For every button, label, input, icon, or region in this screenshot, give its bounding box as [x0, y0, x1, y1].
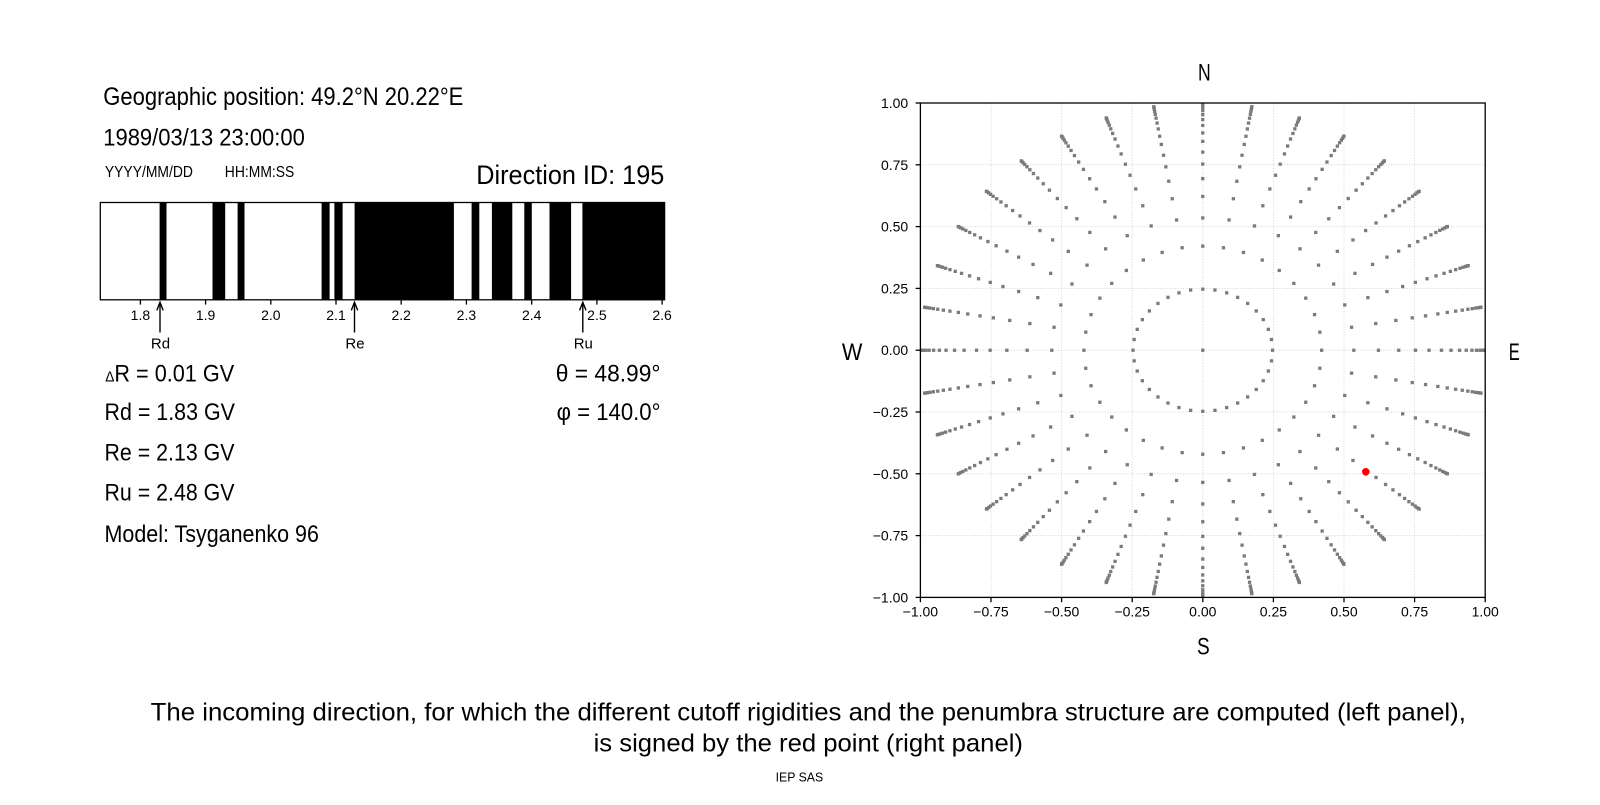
svg-text:−0.25: −0.25 — [1114, 604, 1150, 620]
svg-text:−0.75: −0.75 — [973, 604, 1009, 620]
svg-text:E: E — [1509, 339, 1520, 366]
svg-text:2.6: 2.6 — [652, 307, 672, 323]
svg-text:2.4: 2.4 — [522, 307, 542, 323]
svg-text:1.00: 1.00 — [881, 95, 908, 111]
svg-text:YYYY/MM/DD: YYYY/MM/DD — [105, 164, 193, 181]
svg-text:2.2: 2.2 — [391, 307, 411, 323]
svg-text:φ = 140.0°: φ = 140.0° — [557, 400, 661, 426]
svg-text:2.0: 2.0 — [261, 307, 281, 323]
svg-text:0.50: 0.50 — [881, 219, 908, 235]
svg-text:0.75: 0.75 — [1401, 604, 1428, 620]
svg-text:0.25: 0.25 — [881, 280, 908, 296]
svg-text:is signed by the red point (ri: is signed by the red point (right panel) — [594, 730, 1023, 758]
svg-text:−0.75: −0.75 — [873, 528, 909, 544]
svg-text:1.00: 1.00 — [1472, 604, 1499, 620]
svg-text:−0.25: −0.25 — [873, 404, 909, 420]
svg-text:2.5: 2.5 — [587, 307, 607, 323]
svg-text:IEP SAS: IEP SAS — [776, 771, 824, 785]
svg-text:HH:MM:SS: HH:MM:SS — [225, 164, 294, 181]
svg-text:Rd = 1.83 GV: Rd = 1.83 GV — [105, 400, 236, 426]
svg-text:N: N — [1198, 59, 1211, 86]
svg-text:1989/03/13 23:00:00: 1989/03/13 23:00:00 — [103, 125, 304, 152]
svg-text:Ru = 2.48 GV: Ru = 2.48 GV — [105, 480, 235, 506]
svg-text:0.25: 0.25 — [1260, 604, 1287, 620]
svg-text:−1.00: −1.00 — [873, 589, 909, 605]
svg-text:The incoming direction, for wh: The incoming direction, for which the di… — [151, 699, 1466, 727]
svg-text:−0.50: −0.50 — [873, 466, 909, 482]
svg-text:Re = 2.13 GV: Re = 2.13 GV — [105, 441, 235, 467]
svg-text:Model: Tsyganenko 96: Model: Tsyganenko 96 — [105, 522, 319, 548]
svg-text:S: S — [1197, 633, 1210, 660]
svg-text:1.9: 1.9 — [196, 307, 216, 323]
svg-text:θ = 48.99°: θ = 48.99° — [556, 361, 661, 387]
svg-text:0.50: 0.50 — [1330, 604, 1357, 620]
svg-text:−0.50: −0.50 — [1044, 604, 1080, 620]
svg-text:0.00: 0.00 — [1189, 604, 1216, 620]
svg-text:1.8: 1.8 — [131, 307, 151, 323]
svg-text:Geographic position: 49.2°N 20: Geographic position: 49.2°N 20.22°E — [103, 84, 463, 111]
svg-text:ΔR = 0.01 GV: ΔR = 0.01 GV — [105, 361, 234, 387]
svg-text:0.00: 0.00 — [881, 342, 908, 358]
svg-text:2.3: 2.3 — [457, 307, 477, 323]
svg-text:Ru: Ru — [574, 335, 593, 352]
svg-text:W: W — [842, 339, 863, 366]
svg-text:Re: Re — [345, 335, 364, 352]
svg-text:2.1: 2.1 — [326, 307, 346, 323]
svg-text:Rd: Rd — [151, 335, 170, 352]
svg-text:Direction ID: 195: Direction ID: 195 — [476, 160, 664, 190]
svg-text:−1.00: −1.00 — [903, 604, 939, 620]
svg-text:0.75: 0.75 — [881, 157, 908, 173]
